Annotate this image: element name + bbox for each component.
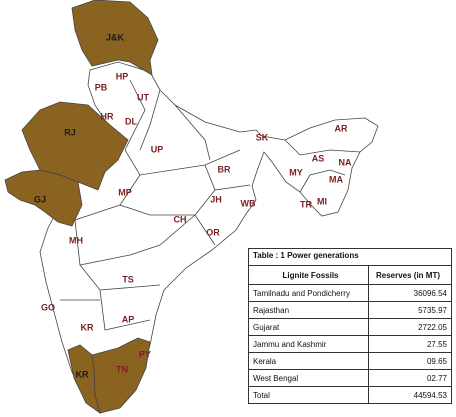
table-row: Tamilnadu and Pondicherry 36096.54 — [249, 285, 451, 302]
region-label: MP — [118, 187, 132, 197]
reserve-cell: 2722.05 — [418, 322, 447, 332]
region-labels: J&K HP PB UT HR DL RJ UP SK AR AS NA BR MY MA TR MI GJ MP J… — [34, 32, 352, 379]
region-label: UT — [137, 92, 149, 102]
reserve-cell: 27.55 — [426, 339, 447, 349]
fossil-cell: Gujarat — [249, 319, 369, 335]
table-row: Kerala 09.65 — [249, 353, 451, 370]
table-row: Jammu and Kashmir 27.55 — [249, 336, 451, 353]
table-row: West Bengal 02.77 — [249, 370, 451, 387]
region-label: AR — [335, 123, 348, 133]
region-label: TR — [300, 199, 312, 209]
fossil-cell: Tamilnadu and Pondicherry — [249, 285, 369, 301]
region-label: TS — [122, 274, 134, 284]
region-label: DL — [125, 116, 137, 126]
reserves-table: Table : 1 Power generations Lignite Foss… — [248, 248, 452, 404]
region-kr — [67, 344, 101, 414]
reserve-cell: 36096.54 — [413, 288, 447, 298]
region-label: MI — [317, 196, 327, 206]
table-header: Lignite Fossils Reserves (in MT) — [249, 266, 451, 285]
region-label: KR — [81, 322, 94, 332]
region-label: WB — [241, 198, 256, 208]
region-jk — [71, 0, 159, 76]
region-label: GO — [41, 302, 55, 312]
region-label: UP — [151, 144, 164, 154]
reserve-cell: 02.77 — [426, 373, 447, 383]
table-row: Rajasthan 5735.97 — [249, 302, 451, 319]
region-label: NA — [339, 157, 352, 167]
fossil-cell: Rajasthan — [249, 302, 369, 318]
fossil-cell: West Bengal — [249, 370, 369, 386]
column-header: Lignite Fossils — [249, 266, 369, 284]
reserve-cell: 44594.53 — [413, 390, 447, 400]
map-shapes — [4, 0, 379, 414]
reserve-cell: 09.65 — [426, 356, 447, 366]
region-label: J&K — [106, 32, 125, 42]
region-label: SK — [256, 132, 269, 142]
region-label: OR — [206, 227, 220, 237]
table-row: Gujarat 2722.05 — [249, 319, 451, 336]
region-label: AS — [312, 153, 325, 163]
region-label: HP — [116, 71, 129, 81]
region-label: JH — [210, 194, 222, 204]
column-header: Reserves (in MT) — [375, 270, 441, 280]
state-borders — [60, 79, 361, 331]
region-label: TN — [116, 364, 128, 374]
region-label: AP — [122, 314, 135, 324]
fossil-cell: Jammu and Kashmir — [249, 336, 369, 352]
region-label: KR — [76, 369, 89, 379]
reserve-cell: 5735.97 — [418, 305, 447, 315]
region-label: RJ — [64, 127, 76, 137]
region-label: PB — [95, 82, 108, 92]
mainland — [39, 61, 379, 413]
region-label: BR — [218, 164, 231, 174]
region-label: MH — [69, 235, 83, 245]
table-body: Tamilnadu and Pondicherry 36096.54 Rajasth… — [249, 285, 451, 403]
region-rj — [21, 101, 129, 191]
fossil-cell: Kerala — [249, 353, 369, 369]
table-title: Table : 1 Power generations — [249, 249, 451, 266]
region-label: MY — [289, 167, 303, 177]
region-label: HR — [101, 111, 114, 121]
region-label: PY — [139, 349, 151, 359]
table-row: Total 44594.53 — [249, 387, 451, 403]
region-gj — [4, 169, 83, 227]
region-label: MA — [329, 174, 343, 184]
fossil-cell: Total — [249, 387, 369, 403]
region-label: CH — [174, 214, 187, 224]
region-label: GJ — [34, 194, 46, 204]
